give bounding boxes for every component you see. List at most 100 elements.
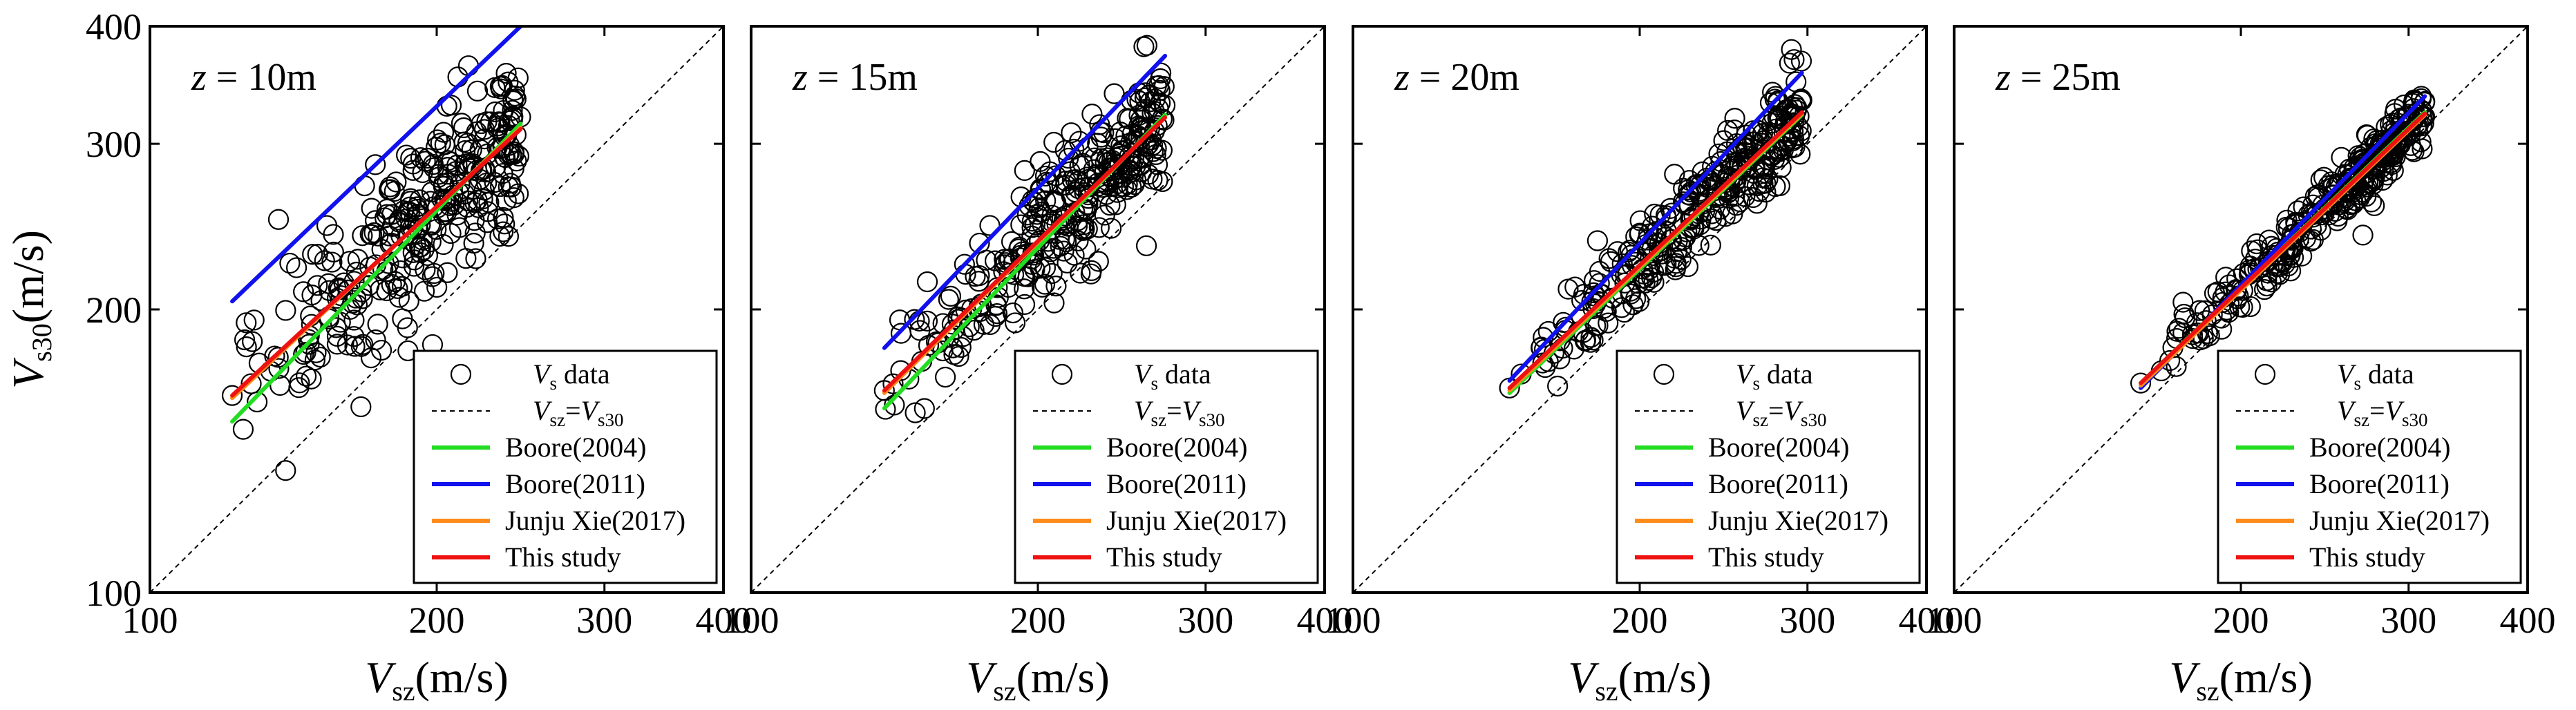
legend-data-sub: s xyxy=(2354,373,2361,394)
data-point xyxy=(1099,195,1121,216)
data-point xyxy=(2364,195,2385,216)
data-point xyxy=(508,183,529,204)
data-point xyxy=(1039,173,1060,194)
data-point xyxy=(1077,218,1098,240)
data-point xyxy=(386,171,407,193)
data-point xyxy=(392,308,413,329)
data-point xyxy=(1638,223,1660,244)
legend-label-reference: Vsz=Vs30 xyxy=(2337,395,2427,430)
data-point xyxy=(2130,372,2152,394)
data-point xyxy=(453,117,475,139)
legend-data-suffix: data xyxy=(557,358,610,390)
data-point xyxy=(437,150,459,171)
data-point xyxy=(2168,318,2190,339)
legend-marker-data xyxy=(450,363,472,385)
data-point xyxy=(1589,260,1611,282)
legend-ref-b-main: V xyxy=(1182,395,1202,426)
data-point xyxy=(2356,125,2378,146)
data-point xyxy=(1070,262,1091,284)
data-point xyxy=(236,336,257,358)
data-point xyxy=(318,273,339,294)
data-point xyxy=(1746,193,1768,214)
legend-ref-a-sub: sz xyxy=(549,410,565,430)
x-axis-label: Vsz(m/s) xyxy=(2169,653,2313,707)
data-point xyxy=(2262,244,2283,266)
panel-label-value: 20m xyxy=(1450,56,1519,99)
data-point xyxy=(1755,182,1777,203)
data-point xyxy=(1124,173,1145,195)
x-tick-label: 200 xyxy=(1612,599,1668,641)
data-point xyxy=(2340,194,2361,215)
legend-ref-b-sub: s30 xyxy=(1199,410,1225,430)
data-point xyxy=(326,334,348,355)
panel-label: z = 15m xyxy=(792,56,918,99)
data-point xyxy=(337,334,359,356)
data-point xyxy=(365,154,386,175)
data-point xyxy=(2287,200,2309,222)
data-point xyxy=(307,243,328,265)
x-tick-label: 200 xyxy=(409,599,465,641)
x-tick-label: 400 xyxy=(1899,599,1955,641)
data-point xyxy=(457,55,480,77)
legend-ref-a-main: V xyxy=(1134,395,1154,426)
legend-marker-data xyxy=(1653,363,1675,385)
y-tick-label: 200 xyxy=(86,289,142,331)
data-point xyxy=(1021,190,1043,211)
y-tick-label: 100 xyxy=(86,573,142,614)
data-point-outlier xyxy=(370,339,392,361)
data-point xyxy=(1041,262,1063,285)
x-axis-label-main: V xyxy=(2169,653,2201,702)
data-point xyxy=(376,280,397,302)
data-point xyxy=(2256,275,2277,297)
series-line-boore-2011- xyxy=(1507,70,1804,383)
x-tick-label: 100 xyxy=(1926,599,1982,641)
data-point xyxy=(1130,127,1152,148)
data-point xyxy=(352,225,373,247)
data-point xyxy=(469,169,491,190)
legend-ref-b-main: V xyxy=(2385,395,2405,426)
data-point xyxy=(1779,52,1800,74)
data-point xyxy=(1121,124,1143,145)
data-point xyxy=(379,176,401,198)
data-point xyxy=(2246,233,2268,255)
data-point xyxy=(267,347,289,368)
data-point xyxy=(1613,301,1635,323)
data-point xyxy=(293,281,314,303)
data-point xyxy=(1014,160,1035,181)
data-point xyxy=(1786,71,1807,93)
data-point xyxy=(440,151,462,173)
data-point xyxy=(2310,169,2331,191)
data-point xyxy=(1644,203,1665,225)
data-point xyxy=(413,239,435,260)
data-point xyxy=(489,175,511,198)
data-point xyxy=(1043,292,1065,314)
data-point xyxy=(1783,49,1805,70)
legend-box xyxy=(2217,349,2522,584)
data-point xyxy=(1710,151,1732,173)
x-axis-label-unit: (m/s) xyxy=(1618,653,1712,702)
data-point xyxy=(414,280,435,302)
data-point xyxy=(232,419,254,440)
y-tick-label: 400 xyxy=(86,6,142,48)
data-point xyxy=(465,248,486,269)
x-axis-label-sub: sz xyxy=(993,675,1016,707)
data-point xyxy=(316,215,338,236)
data-point xyxy=(437,172,458,193)
legend: Vs dataVsz=Vs30Boore(2004)Boore(2011)Jun… xyxy=(413,349,718,584)
data-point xyxy=(352,334,374,355)
panel-label-eq: = xyxy=(2011,56,2052,99)
legend-label-junju-xie-2017-: Junju Xie(2017) xyxy=(1106,505,1287,536)
legend-label-this-study: This study xyxy=(2309,541,2425,573)
legend-label-data: Vs data xyxy=(1736,358,1813,394)
data-point xyxy=(2226,279,2247,300)
legend-marker-data xyxy=(2254,363,2276,385)
data-point xyxy=(426,219,447,240)
data-point xyxy=(464,222,486,244)
data-point xyxy=(286,257,307,278)
data-point xyxy=(402,153,424,175)
data-point xyxy=(1068,178,1090,200)
x-axis-label: Vsz(m/s) xyxy=(966,653,1110,707)
